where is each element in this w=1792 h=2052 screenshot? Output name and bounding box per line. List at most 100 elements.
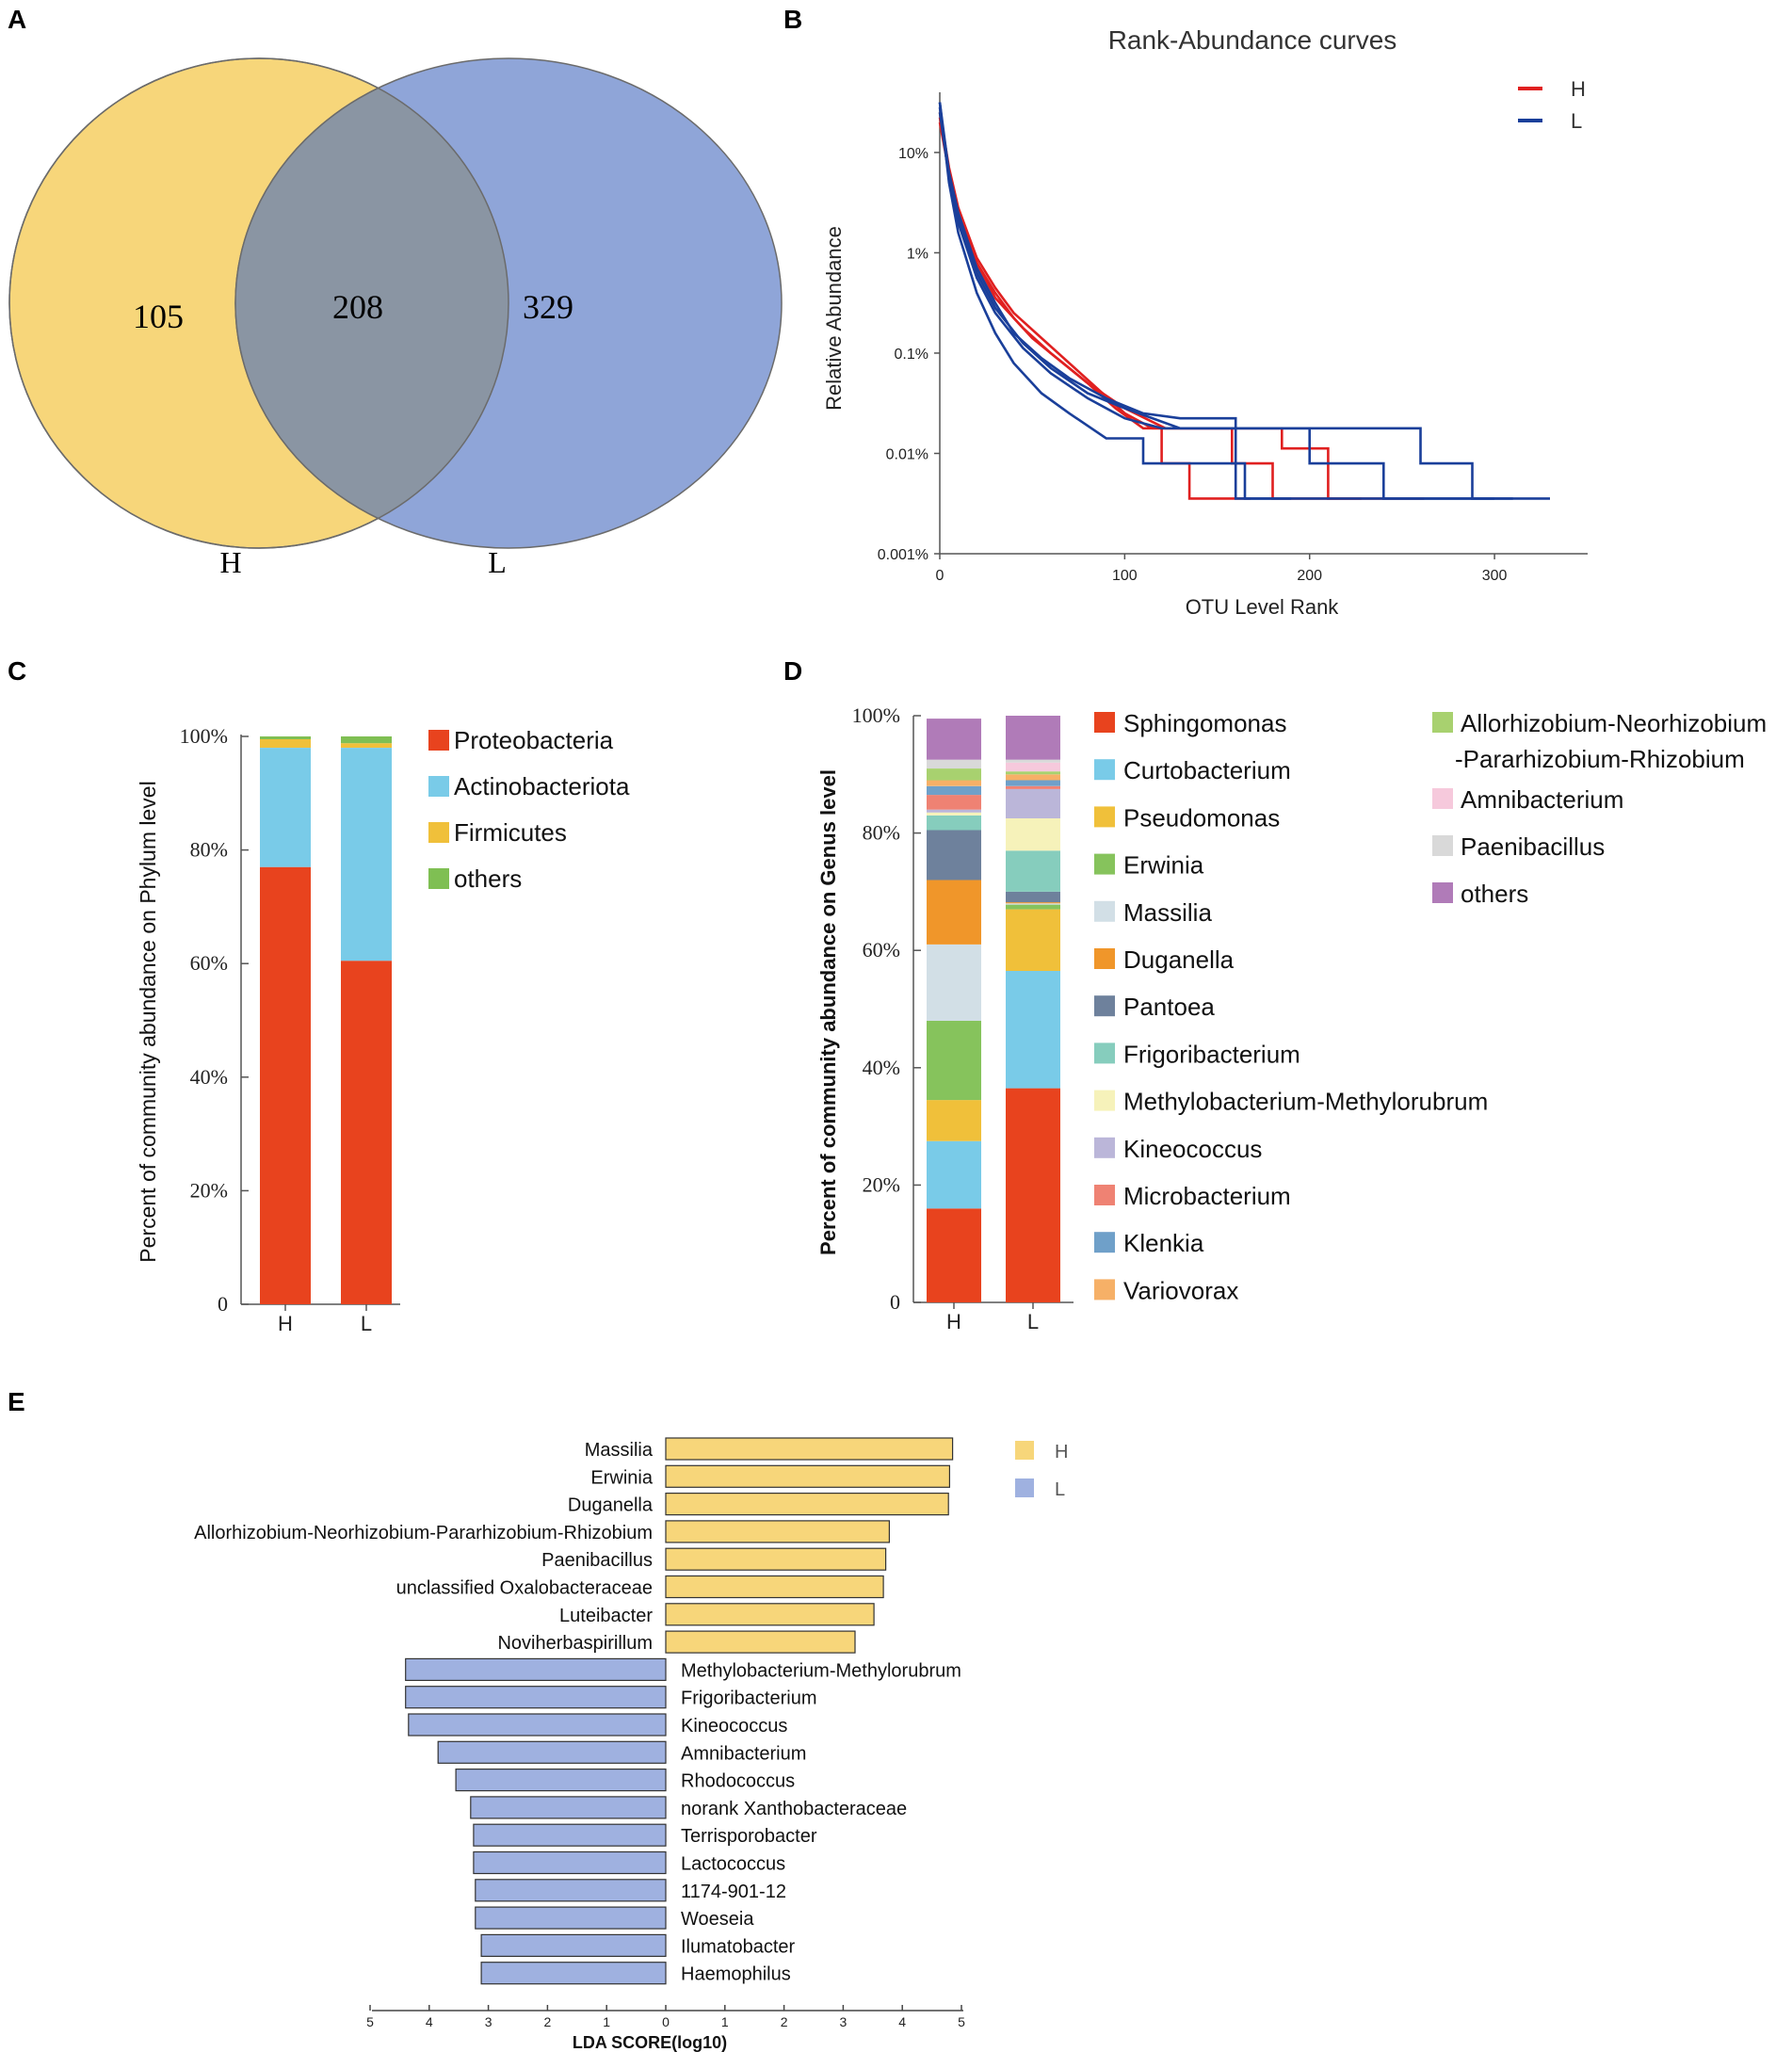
chart-b-xtick-label: 200 (1297, 568, 1322, 584)
chart-d-legend-swatch (1094, 995, 1115, 1017)
chart-d-bar-h-frigoribacterium (927, 815, 981, 831)
chart-d-legend2-label: -Pararhizobium-Rhizobium (1455, 745, 1745, 773)
chart-d-bar-h-pseudomonas (927, 1100, 981, 1141)
venn-intersection-value: 208 (332, 288, 383, 326)
chart-d-legend-label: Variovorax (1123, 1276, 1238, 1304)
lda-bar-label: Frigoribacterium (681, 1688, 816, 1709)
chart-d-bar-h-variovorax (927, 780, 981, 786)
chart-e-legend-swatch-h (1015, 1441, 1034, 1460)
chart-d-legend2-swatch (1432, 835, 1453, 856)
genus-stacked-bar-chart: Percent of community abundance on Genus … (816, 703, 1767, 1333)
lda-bar-label: Ilumatobacter (681, 1936, 796, 1957)
chart-c-ytick-label: 80% (190, 838, 228, 862)
chart-b-ylabel: Relative Abundance (822, 226, 846, 411)
chart-b-xtick-label: 300 (1482, 568, 1508, 584)
chart-d-legend-label: Curtobacterium (1123, 756, 1291, 784)
chart-e-xtick-label: 1 (721, 2014, 729, 2029)
chart-c-legend-swatch (428, 868, 449, 889)
chart-d-bar-l-others (1006, 716, 1060, 760)
chart-d-legend-label: Pantoea (1123, 993, 1215, 1021)
lda-bar-label: 1174-901-12 (681, 1882, 786, 1902)
chart-e-xtick-label: 4 (898, 2014, 906, 2029)
chart-c-bar-h-actinobacteriota (260, 748, 311, 867)
lda-bar-label: Noviherbaspirillum (497, 1633, 653, 1654)
chart-b-xtick-label: 100 (1112, 568, 1138, 584)
chart-d-bar-l-erwinia (1006, 904, 1060, 910)
chart-e-xtick-label: 2 (544, 2014, 552, 2029)
chart-d-legend-swatch (1094, 853, 1115, 875)
lda-bar-label: Terrisporobacter (681, 1826, 817, 1847)
lda-bar-l (473, 1823, 667, 1847)
chart-d-bar-h-curtobacterium (927, 1140, 981, 1209)
chart-d-bar-h-methylobacterium-methylorubrum (927, 812, 981, 816)
chart-e-xtick-label: 1 (603, 2014, 610, 2029)
chart-b-ytick-label: 1% (907, 246, 928, 262)
chart-e-legend-label-h: H (1055, 1442, 1068, 1462)
lda-bar-label: unclassified Oxalobacteraceae (396, 1578, 653, 1599)
chart-d-bar-l-frigoribacterium (1006, 850, 1060, 892)
phylum-stacked-bar-chart: Percent of community abundance on Phylum… (136, 724, 630, 1335)
chart-d-legend2-label: Paenibacillus (1461, 832, 1605, 861)
lda-bar-h (665, 1630, 856, 1654)
chart-d-ytick-label: 100% (852, 703, 900, 727)
rank-curve-l-5 (938, 112, 1513, 500)
lda-bar-l (473, 1850, 667, 1875)
chart-d-legend-swatch (1094, 1042, 1115, 1064)
chart-c-legend-label: others (454, 864, 522, 893)
chart-d-legend-label: Massilia (1123, 898, 1212, 927)
chart-b-xtick-label: 0 (936, 568, 944, 584)
chart-d-bar-l-microbacterium (1006, 785, 1060, 789)
venn-diagram: 105 208 329 H L (8, 57, 783, 579)
rank-curve-l-3 (938, 102, 1550, 500)
lda-bar-l (470, 1796, 667, 1819)
chart-d-bar-l-pseudomonas (1006, 909, 1060, 971)
lda-bar-label: norank Xanthobacteraceae (681, 1799, 907, 1819)
lda-bar-label: Paenibacillus (541, 1550, 653, 1571)
chart-d-legend-label: Erwinia (1123, 851, 1204, 880)
lda-bar-label: Amnibacterium (681, 1743, 806, 1764)
chart-c-legend-label: Proteobacteria (454, 726, 614, 754)
lda-bar-l (475, 1879, 667, 1902)
lda-bar-label: Kineococcus (681, 1716, 787, 1737)
lda-bar-l (475, 1906, 667, 1930)
rank-curve-l-6 (938, 102, 1292, 500)
chart-d-legend-swatch (1094, 712, 1115, 733)
chart-d-bar-h-kineococcus (927, 809, 981, 813)
chart-b-legend-label-l: L (1571, 109, 1582, 133)
chart-d-bar-l-curtobacterium (1006, 971, 1060, 1089)
lda-bar-label: Methylobacterium-Methylorubrum (681, 1660, 961, 1681)
chart-c-ytick-label: 40% (190, 1065, 228, 1089)
chart-d-bar-h-sphingomonas (927, 1208, 981, 1302)
chart-e-xtick-label: 0 (662, 2014, 670, 2029)
chart-c-ytick-label: 60% (190, 951, 228, 975)
lda-bar-label: Massilia (585, 1440, 654, 1461)
chart-d-bar-l-sphingomonas (1006, 1088, 1060, 1302)
chart-d-bar-l-duganella (1006, 902, 1060, 904)
chart-d-legend-swatch (1094, 759, 1115, 781)
lda-bar-h (665, 1520, 890, 1543)
rank-curve-h-2 (938, 117, 1425, 500)
panel-label-e: E (8, 1387, 25, 1416)
chart-c-legend-swatch (428, 776, 449, 797)
chart-c-bar-l-others (341, 736, 392, 744)
chart-d-bar-h-klenkia (927, 785, 981, 796)
lda-bar-h (665, 1437, 954, 1461)
chart-d-ylabel: Percent of community abundance on Genus … (816, 769, 840, 1255)
chart-b-title: Rank-Abundance curves (1108, 25, 1397, 55)
venn-label-l: L (488, 545, 507, 579)
chart-e-xlabel: LDA SCORE(log10) (573, 2033, 727, 2052)
venn-label-h: H (219, 545, 241, 579)
rank-curve-h-1 (938, 112, 1362, 500)
chart-c-bar-h-others (260, 736, 311, 739)
chart-d-legend2-label: others (1461, 880, 1528, 908)
lda-bar-label: Erwinia (590, 1467, 653, 1488)
chart-e-xtick-label: 5 (366, 2014, 374, 2029)
lda-bar-h (665, 1492, 949, 1516)
lda-bar-label: Luteibacter (559, 1606, 653, 1626)
chart-c-xtick-label: L (361, 1312, 372, 1335)
chart-d-xtick-label: L (1027, 1310, 1039, 1333)
chart-b-ytick-label: 0.01% (886, 446, 928, 462)
chart-c-ytick-label: 100% (180, 724, 228, 748)
lda-bar-label: Duganella (568, 1495, 654, 1516)
chart-d-ytick-label: 0 (890, 1290, 900, 1314)
